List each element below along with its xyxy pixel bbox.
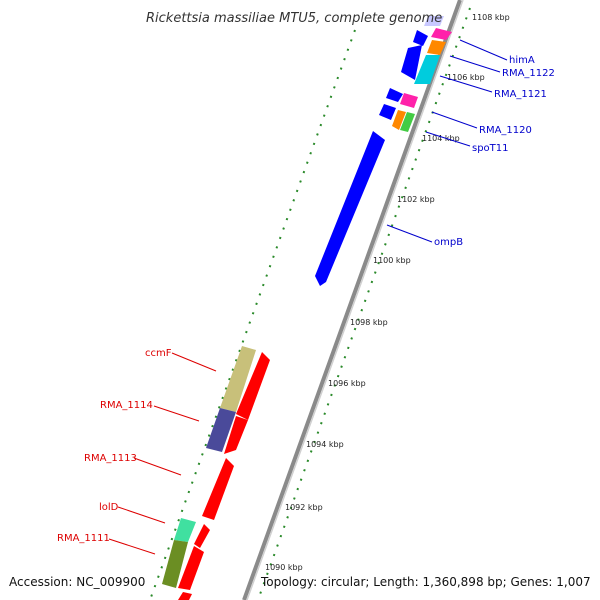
kbp-label: 1090 kbp: [265, 563, 303, 572]
gene-arrow[interactable]: [202, 458, 234, 520]
gene-label[interactable]: spoT11: [472, 143, 509, 154]
scale-labels: 1108 kbp 1106 kbp 1104 kbp 1102 kbp 1100…: [265, 13, 510, 572]
gene-arrow[interactable]: [315, 131, 385, 286]
kbp-label: 1106 kbp: [447, 73, 485, 82]
outer-tick-track: [149, 29, 356, 600]
kbp-label: 1108 kbp: [472, 13, 510, 22]
gene-arrow[interactable]: [162, 540, 188, 588]
gene-arrow[interactable]: [392, 110, 406, 130]
gene-arrow[interactable]: [206, 408, 236, 452]
kbp-label: 1092 kbp: [285, 503, 323, 512]
forward-strand-features: [315, 16, 452, 286]
gene-arrow[interactable]: [427, 40, 446, 55]
accession-text: Accession: NC_009900: [9, 575, 145, 589]
reverse-gene-labels: ccmF RMA_1114 RMA_1113 lolD RMA_1111: [57, 348, 217, 555]
gene-label[interactable]: ompB: [434, 237, 463, 248]
gene-label[interactable]: RMA_1120: [479, 125, 532, 136]
gene-arrow[interactable]: [224, 416, 248, 454]
gene-arrow[interactable]: [400, 112, 415, 132]
gene-arrow[interactable]: [220, 346, 256, 412]
gene-arrow[interactable]: [386, 88, 403, 102]
gene-arrow[interactable]: [178, 546, 204, 590]
kbp-label: 1100 kbp: [373, 256, 411, 265]
gene-label[interactable]: RMA_1114: [100, 400, 153, 411]
kbp-label: 1102 kbp: [397, 195, 435, 204]
gene-arrow[interactable]: [178, 592, 192, 600]
genome-backbone: [242, 0, 462, 600]
gene-arrow[interactable]: [431, 28, 452, 40]
gene-label[interactable]: lolD: [99, 502, 119, 513]
gene-arrow[interactable]: [413, 30, 428, 46]
gene-label[interactable]: RMA_1111: [57, 533, 110, 544]
gene-arrow[interactable]: [379, 104, 396, 120]
gene-arrow[interactable]: [414, 55, 440, 84]
gene-label[interactable]: RMA_1113: [84, 453, 137, 464]
kbp-label: 1094 kbp: [306, 440, 344, 449]
gene-arrow[interactable]: [401, 45, 422, 80]
kbp-label: 1096 kbp: [328, 379, 366, 388]
reverse-strand-features: [162, 346, 270, 600]
gene-label[interactable]: RMA_1122: [502, 68, 555, 79]
gene-arrow[interactable]: [400, 93, 418, 108]
kbp-label: 1104 kbp: [422, 134, 460, 143]
gene-arrow[interactable]: [174, 518, 196, 542]
map-title: Rickettsia massiliae MTU5, complete geno…: [146, 11, 442, 26]
gene-arrow[interactable]: [194, 524, 210, 548]
gene-arrow[interactable]: [424, 16, 444, 26]
gene-label[interactable]: RMA_1121: [494, 89, 547, 100]
forward-gene-labels: himA RMA_1122 RMA_1121 RMA_1120 spoT11 o…: [386, 39, 555, 248]
gene-label[interactable]: himA: [509, 55, 535, 66]
genome-summary: Topology: circular; Length: 1,360,898 bp…: [260, 575, 591, 589]
gene-label[interactable]: ccmF: [145, 348, 172, 359]
kbp-label: 1098 kbp: [350, 318, 388, 327]
gene-arrow[interactable]: [236, 352, 270, 420]
